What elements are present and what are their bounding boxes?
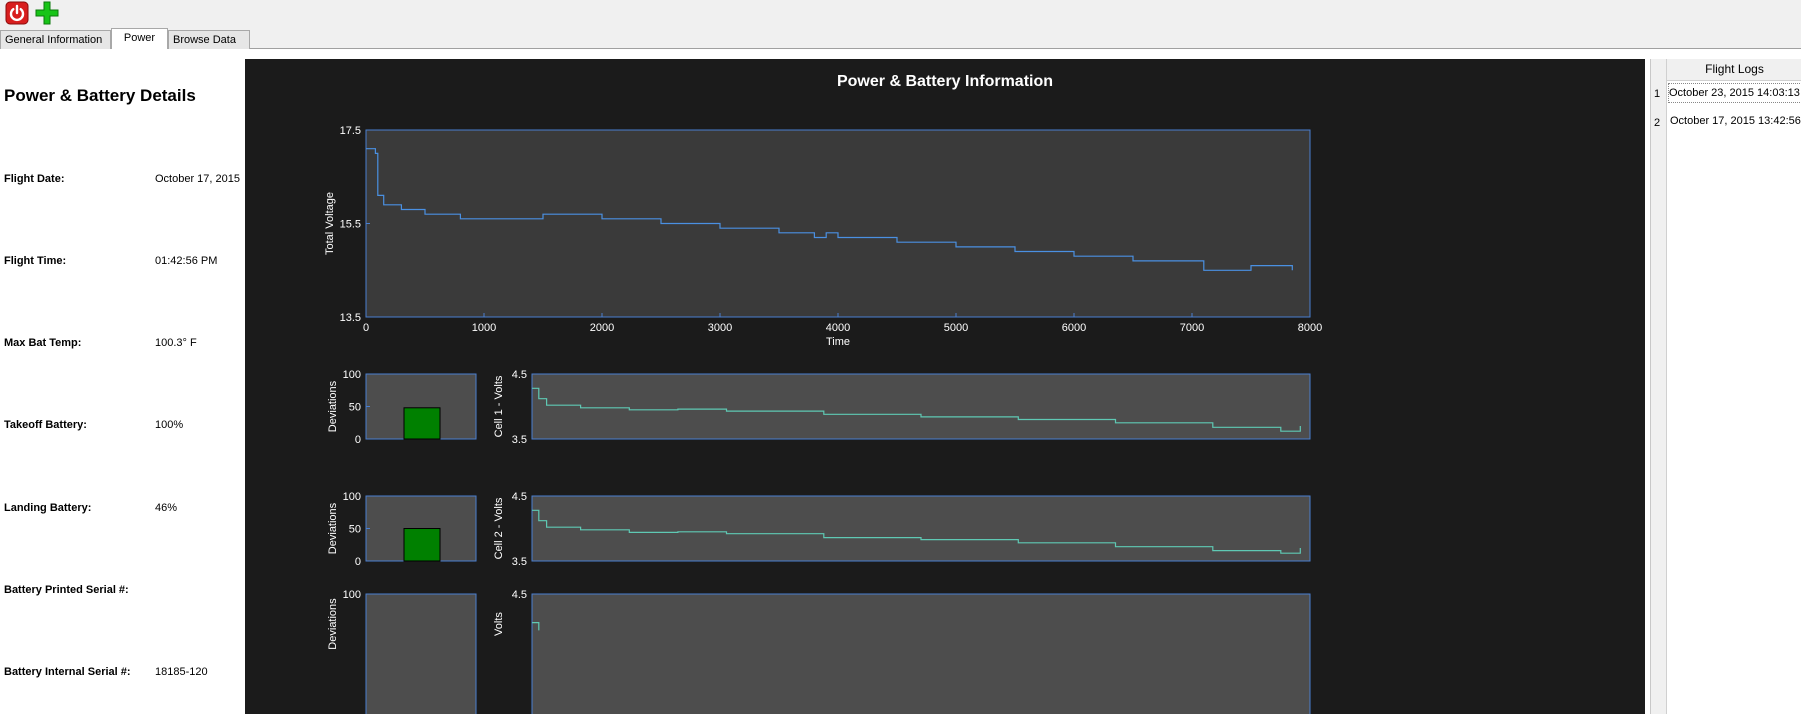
y-tick-label: 100 bbox=[343, 589, 361, 601]
battery-printed-serial-label: Battery Printed Serial #: bbox=[4, 584, 129, 596]
y-axis-label: Total Voltage bbox=[324, 192, 336, 255]
flight-logs-panel: Flight Logs 1 October 23, 2015 14:03:13 … bbox=[1650, 59, 1801, 714]
landing-battery-value: 46% bbox=[155, 502, 178, 514]
tab-general-information[interactable]: General Information bbox=[0, 30, 111, 49]
battery-internal-serial-value: 18185-120 bbox=[155, 666, 208, 678]
plot-title: Power & Battery Information bbox=[836, 73, 1054, 90]
y-tick-label: 17.5 bbox=[340, 125, 361, 137]
row-number: 1 bbox=[1654, 88, 1661, 100]
y-axis-label: Volts bbox=[493, 612, 505, 636]
y-tick-label: 100 bbox=[343, 369, 361, 381]
flight-time-label: Flight Time: bbox=[4, 255, 67, 267]
x-tick-label: 0 bbox=[363, 322, 369, 334]
x-tick-label: 4000 bbox=[826, 322, 850, 334]
flight-log-row[interactable]: 1 October 23, 2015 14:03:13 bbox=[1651, 80, 1801, 109]
plot-box bbox=[531, 593, 1311, 714]
add-button[interactable] bbox=[34, 1, 60, 25]
plot-area: Power & Battery Information 13.5 15.5 17.5… bbox=[245, 59, 1645, 714]
flight-log-row[interactable]: 2 October 17, 2015 13:42:56 bbox=[1651, 109, 1801, 138]
takeoff-battery-label: Takeoff Battery: bbox=[4, 419, 87, 431]
details-panel: Power & Battery Details Flight Date: Oct… bbox=[0, 50, 245, 714]
plot-box bbox=[365, 129, 1311, 318]
series-line bbox=[532, 509, 1301, 554]
y-tick-label: 4.5 bbox=[512, 589, 527, 601]
x-axis-label: Time bbox=[826, 336, 850, 348]
flight-logs-header[interactable]: Flight Logs bbox=[1667, 59, 1801, 81]
y-tick-label: 50 bbox=[349, 524, 361, 536]
table-corner bbox=[1651, 59, 1667, 81]
y-tick-label: 3.5 bbox=[512, 434, 527, 446]
add-icon bbox=[35, 1, 59, 25]
toolbar bbox=[0, 0, 1801, 28]
max-bat-temp-value: 100.3° F bbox=[155, 337, 197, 349]
y-tick-label: 4.5 bbox=[512, 491, 527, 503]
y-tick-label: 3.5 bbox=[512, 556, 527, 568]
x-tick-label: 6000 bbox=[1062, 322, 1086, 334]
y-axis-label: Cell 1 - Volts bbox=[493, 375, 505, 437]
y-tick-label: 15.5 bbox=[340, 219, 361, 231]
plot-box bbox=[531, 495, 1311, 562]
tab-power[interactable]: Power bbox=[111, 28, 168, 49]
power-icon bbox=[5, 1, 29, 25]
x-tick-label: 3000 bbox=[708, 322, 732, 334]
x-tick-label: 7000 bbox=[1180, 322, 1204, 334]
y-axis-label: Deviations bbox=[327, 502, 339, 554]
series-line bbox=[532, 622, 540, 631]
flight-log-date[interactable]: October 23, 2015 14:03:13 bbox=[1668, 83, 1801, 103]
y-tick-label: 100 bbox=[343, 491, 361, 503]
plot-box bbox=[365, 593, 477, 714]
landing-battery-label: Landing Battery: bbox=[4, 502, 92, 514]
takeoff-battery-value: 100% bbox=[155, 419, 184, 431]
x-tick-label: 2000 bbox=[590, 322, 614, 334]
y-axis-label: Deviations bbox=[327, 598, 339, 650]
y-tick-label: 0 bbox=[355, 434, 361, 446]
details-title: Power & Battery Details bbox=[4, 86, 196, 105]
y-tick-label: 4.5 bbox=[512, 369, 527, 381]
deviation-bar bbox=[403, 528, 441, 562]
power-button[interactable] bbox=[4, 1, 30, 25]
row-number: 2 bbox=[1654, 117, 1661, 129]
y-tick-label: 50 bbox=[349, 402, 361, 414]
x-tick-label: 5000 bbox=[944, 322, 968, 334]
row-number-column bbox=[1651, 80, 1667, 714]
plot-box bbox=[531, 373, 1311, 440]
deviation-bar bbox=[403, 407, 441, 440]
y-axis-label: Deviations bbox=[327, 380, 339, 432]
series-line bbox=[366, 148, 1293, 271]
flight-log-date[interactable]: October 17, 2015 13:42:56 bbox=[1670, 115, 1801, 127]
flight-time-value: 01:42:56 PM bbox=[155, 255, 218, 267]
y-tick-label: 13.5 bbox=[340, 312, 361, 324]
battery-internal-serial-label: Battery Internal Serial #: bbox=[4, 666, 131, 678]
flight-date-value: October 17, 2015 bbox=[155, 173, 241, 185]
y-axis-label: Cell 2 - Volts bbox=[493, 497, 505, 559]
max-bat-temp-label: Max Bat Temp: bbox=[4, 337, 82, 349]
y-tick-label: 0 bbox=[355, 556, 361, 568]
tab-bar: General Information Power Browse Data bbox=[0, 28, 1801, 49]
series-line bbox=[532, 387, 1301, 432]
x-tick-label: 8000 bbox=[1298, 322, 1322, 334]
flight-date-label: Flight Date: bbox=[4, 173, 65, 185]
tab-browse-data[interactable]: Browse Data bbox=[168, 30, 250, 49]
x-tick-label: 1000 bbox=[472, 322, 496, 334]
